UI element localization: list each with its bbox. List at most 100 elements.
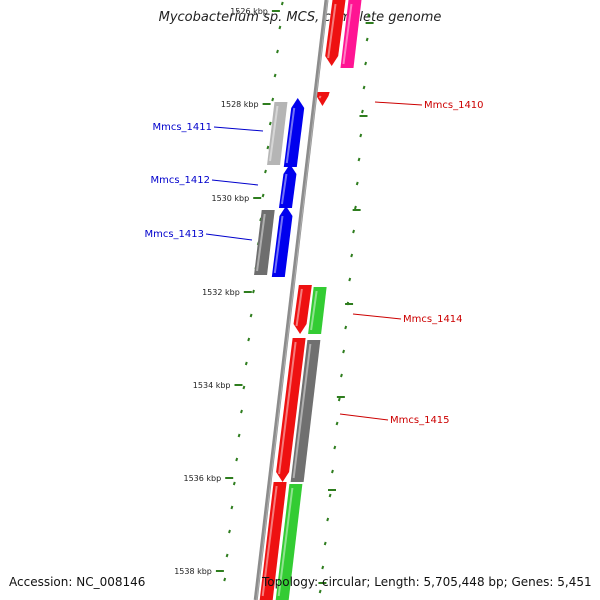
minor-tick [326,517,330,522]
gene-block-1412-blue-shine [280,173,288,205]
gene-block-1413-gray [254,210,275,275]
gene-block-1413-gray-shine [256,213,266,272]
minor-tick [264,169,267,174]
gene-block-1413-blue [271,206,293,277]
minor-tick [323,541,327,546]
minor-tick [365,37,369,42]
minor-tick [340,373,343,378]
gene-block-1414-green [308,287,327,334]
minor-tick [261,193,265,198]
minor-tick [252,289,255,294]
gene-block-1413-blue-shine [273,215,284,274]
minor-tick [342,349,346,354]
minor-tick [266,145,270,150]
gene-block-1410-pink [340,0,362,68]
gene-block-next-red [259,482,287,600]
gene-leader-line [374,101,423,106]
gene-block-next-green [275,484,303,600]
backbone [253,0,329,600]
gene-block-1415-gray [290,340,321,482]
map-title: Mycobacterium sp. MCS, complete genome [158,10,442,25]
minor-tick [348,277,352,282]
accession-label: Accession: NC_008146 [9,575,146,589]
gene-label-mmcs-1412: Mmcs_1412 [150,175,210,186]
minor-tick [225,553,229,558]
minor-tick [244,361,248,366]
gene-label-mmcs-1413: Mmcs_1413 [144,229,204,240]
gene-leader-line [339,413,389,421]
minor-tick [247,337,251,342]
minor-tick [235,457,239,462]
gene-block-next-red-shine [261,485,278,597]
minor-tick [249,313,253,318]
minor-tick [240,409,243,414]
minor-tick [230,505,234,510]
gene-block-1410-small [316,92,330,106]
minor-tick [271,97,275,102]
minor-tick [344,325,348,330]
minor-tick [360,109,364,114]
major-tick-label: 1536 kbp [183,474,221,483]
gene-leader-line [213,126,264,132]
gene-block-1411-gray-shine [269,105,279,162]
minor-tick [237,433,241,438]
gene-label-mmcs-1414: Mmcs_1414 [403,314,463,325]
backbone-line [253,0,329,600]
backbone-highlight [256,0,328,600]
gene-block-1414-red [293,285,312,334]
minor-tick [273,73,277,78]
gene-leader-line [205,233,253,241]
major-tick-label: 1538 kbp [174,567,212,576]
gene-block-1415-gray-shine [292,343,312,479]
minor-tick [321,565,325,570]
minor-tick [276,49,279,54]
minor-tick [331,469,334,474]
gene-leader-line [352,313,402,320]
minor-tick [337,397,341,402]
minor-tick [232,481,236,486]
minor-tick [355,181,359,186]
minor-tick [328,493,332,498]
major-ticks: 1526 kbp 1528 kbp 1530 kbp 1532 kbp 1534 kbp… [174,7,374,584]
minor-tick [335,421,339,426]
minor-tick [362,85,366,90]
gene-block-1411-gray [267,102,288,165]
minor-tick [268,121,272,126]
minor-tick [352,229,356,234]
gene-features [254,0,362,600]
major-tick-label: 1526 kbp [230,7,268,16]
gene-block-1414-green-shine [310,290,318,331]
gene-block-1414-red-shine [295,288,303,327]
minor-tick [242,385,246,390]
minor-tick [228,529,231,534]
minor-tick [333,445,337,450]
gene-block-1412-blue [278,164,297,208]
gene-block-1411-blue-shine [285,107,296,164]
genome-summary: Topology: circular; Length: 5,705,448 bp… [262,575,592,589]
minor-tick [318,589,322,594]
minor-tick [359,133,363,138]
gene-block-1415-red-shine [278,341,297,475]
major-tick-label: 1532 kbp [202,288,240,297]
gene-block-1410-pink-shine [342,3,353,65]
major-tick-label: 1534 kbp [193,381,231,390]
gene-block-1415-red [276,338,306,482]
major-tick-label: 1530 kbp [211,194,249,203]
minor-tick [353,205,357,210]
gene-block-next-green-shine [277,487,294,597]
gene-block-1410-red-shine [327,3,337,59]
major-tick-label: 1528 kbp [221,100,259,109]
minor-tick [280,1,284,6]
gene-block-1410-red [325,0,346,66]
minor-tick [357,157,361,162]
minor-tick [223,577,227,582]
minor-tick [350,253,354,258]
gene-labels: Mmcs_1410 Mmcs_1411 Mmcs_1412 Mmcs_1413 Mmcs… [144,100,483,426]
gene-label-mmcs-1411: Mmcs_1411 [152,122,212,133]
gene-label-mmcs-1415: Mmcs_1415 [390,415,450,426]
minor-tick [367,13,371,18]
gene-label-mmcs-1410: Mmcs_1410 [424,100,484,111]
gene-leader-line [211,179,259,186]
gene-block-1410-small-shine [318,95,322,99]
